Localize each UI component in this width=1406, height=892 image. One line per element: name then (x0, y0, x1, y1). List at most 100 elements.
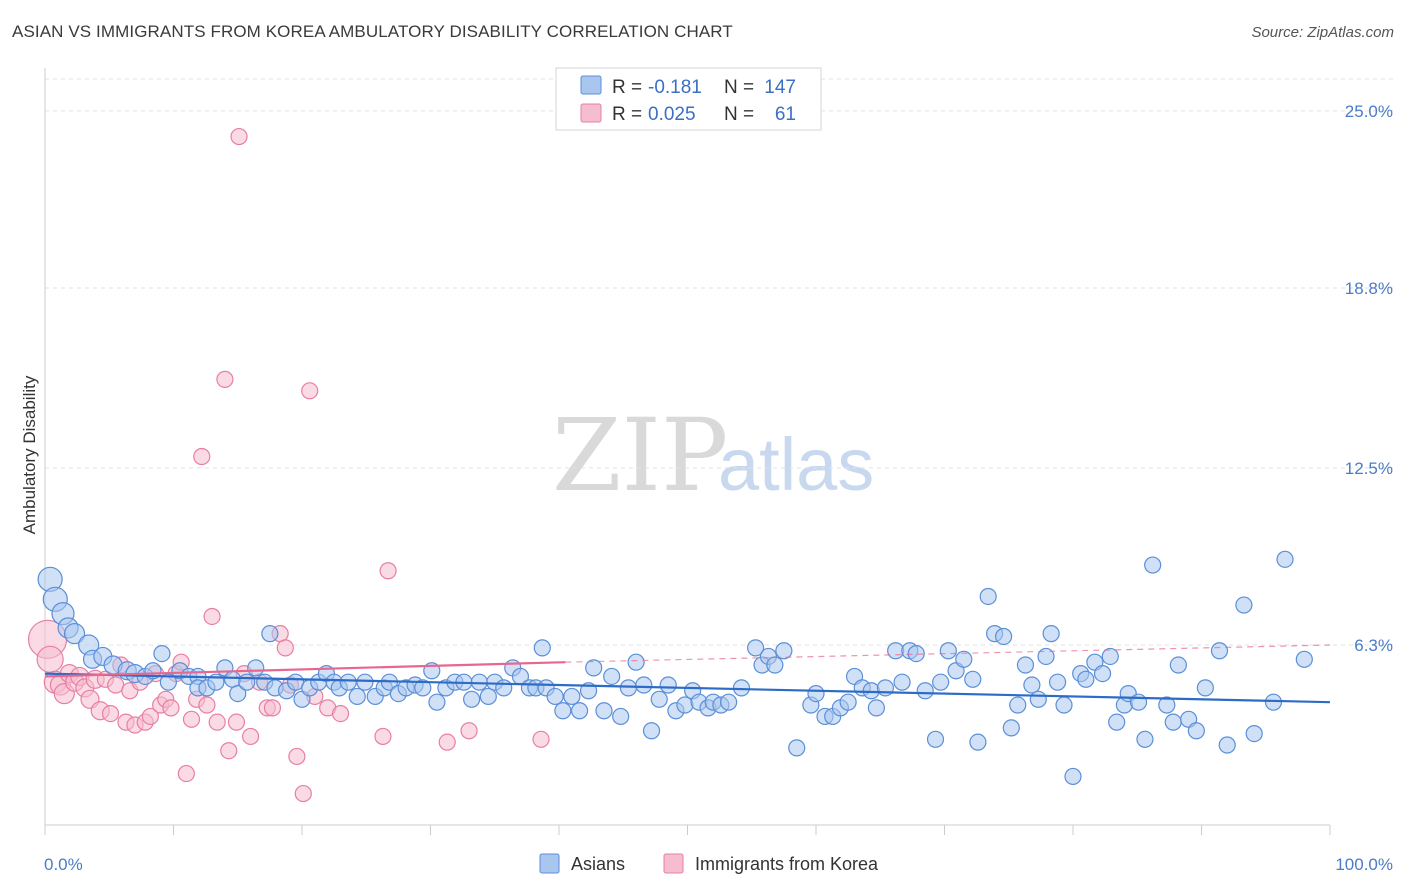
x-tick-label-max: 100.0% (1335, 855, 1393, 874)
asians-point (747, 639, 765, 657)
asians-point (995, 627, 1013, 646)
asians-point (932, 673, 950, 691)
asians-point (261, 625, 279, 643)
stats-legend: R = -0.181 N = 147 R = 0.025 N = 61 (555, 67, 822, 131)
asians-point (1016, 656, 1035, 674)
series-legend-swatch-korea (663, 853, 684, 874)
asians-point (627, 653, 645, 671)
asians-point (1218, 736, 1236, 754)
asians-point (788, 739, 806, 757)
asians-point (1108, 713, 1126, 731)
legend-r-value-korea: 0.025 (648, 104, 696, 125)
asians-point (1235, 596, 1253, 614)
asians-point (839, 693, 857, 711)
asians-point (867, 699, 885, 717)
korea-point (379, 562, 397, 580)
asians-point (1037, 647, 1055, 666)
y-tick-label: 18.8% (1345, 279, 1393, 298)
asians-point (1245, 724, 1263, 743)
asians-point (766, 656, 784, 674)
asians-point (533, 639, 551, 657)
series-legend: Asians Immigrants from Korea (539, 853, 879, 874)
legend-swatch-korea (580, 103, 602, 123)
korea-point (182, 710, 201, 728)
korea-point (460, 722, 478, 740)
asians-point (428, 693, 446, 711)
legend-r-label-korea: R = (612, 104, 642, 125)
series-legend-label-asians: Asians (571, 854, 625, 874)
asians-point (414, 679, 432, 697)
asians-trend-line (44, 672, 1331, 704)
legend-n-value-korea: 61 (775, 104, 796, 125)
legend-swatch-asians (580, 75, 602, 95)
asians-point (356, 673, 374, 691)
asians-point (775, 642, 793, 660)
legend-r-value-asians: -0.181 (648, 77, 702, 98)
korea-point (294, 784, 312, 803)
asians-point (595, 702, 613, 720)
asians-point (1093, 664, 1112, 683)
asians-point (463, 690, 481, 708)
source-credit: Source: ZipAtlas.com (1251, 24, 1394, 41)
series-asians-points (37, 550, 1313, 786)
asians-point (979, 587, 997, 606)
asians-point (916, 682, 934, 700)
korea-point (374, 727, 392, 746)
korea-point (198, 696, 216, 714)
asians-point (969, 733, 987, 751)
asians-point (495, 679, 513, 697)
gridlines (45, 78, 1395, 646)
asians-point (1196, 679, 1214, 697)
legend-n-label-korea: N = (724, 104, 754, 125)
korea-point (288, 747, 306, 766)
asians-point (1264, 693, 1283, 711)
korea-trend-line (44, 661, 566, 678)
asians-point (570, 702, 589, 720)
watermark-atlas: atlas (718, 423, 874, 506)
asians-point (720, 693, 738, 711)
korea-point (216, 370, 234, 388)
korea-point (101, 704, 120, 723)
asians-point (1048, 673, 1067, 691)
asians-point (1129, 693, 1148, 711)
asians-point (1276, 550, 1294, 568)
asians-point (63, 623, 86, 645)
asians-point (247, 659, 265, 677)
asians-point (642, 722, 661, 740)
korea-point (532, 730, 550, 748)
legend-n-value-asians: 147 (764, 77, 796, 98)
asians-point (238, 673, 256, 691)
asians-point (1009, 696, 1027, 714)
asians-point (563, 687, 581, 706)
asians-point (585, 659, 603, 677)
asians-point (554, 702, 572, 720)
korea-point (177, 764, 195, 783)
korea-point (263, 699, 282, 717)
korea-point (301, 382, 319, 400)
korea-point (208, 713, 226, 731)
asians-point (1064, 767, 1082, 786)
asians-point (1077, 670, 1095, 688)
asians-point (862, 682, 880, 700)
asians-point (807, 684, 825, 703)
asians-point (619, 679, 637, 697)
chart-title: ASIAN VS IMMIGRANTS FROM KOREA AMBULATOR… (12, 22, 733, 41)
korea-point (438, 733, 456, 751)
asians-point (955, 650, 973, 668)
asians-point (1136, 730, 1154, 748)
korea-point (203, 607, 221, 626)
asians-point (144, 662, 162, 680)
asians-point (546, 687, 564, 706)
asians-point (224, 670, 242, 688)
asians-point (893, 673, 911, 691)
asians-point (1002, 719, 1020, 737)
x-axis-ticks (44, 825, 1331, 835)
asians-point (676, 696, 694, 714)
asians-point (1187, 722, 1205, 740)
y-tick-label: 25.0% (1345, 102, 1393, 121)
korea-point (193, 447, 211, 466)
asians-point (1210, 642, 1229, 660)
asians-point (659, 676, 677, 694)
series-legend-swatch-asians (539, 853, 560, 874)
